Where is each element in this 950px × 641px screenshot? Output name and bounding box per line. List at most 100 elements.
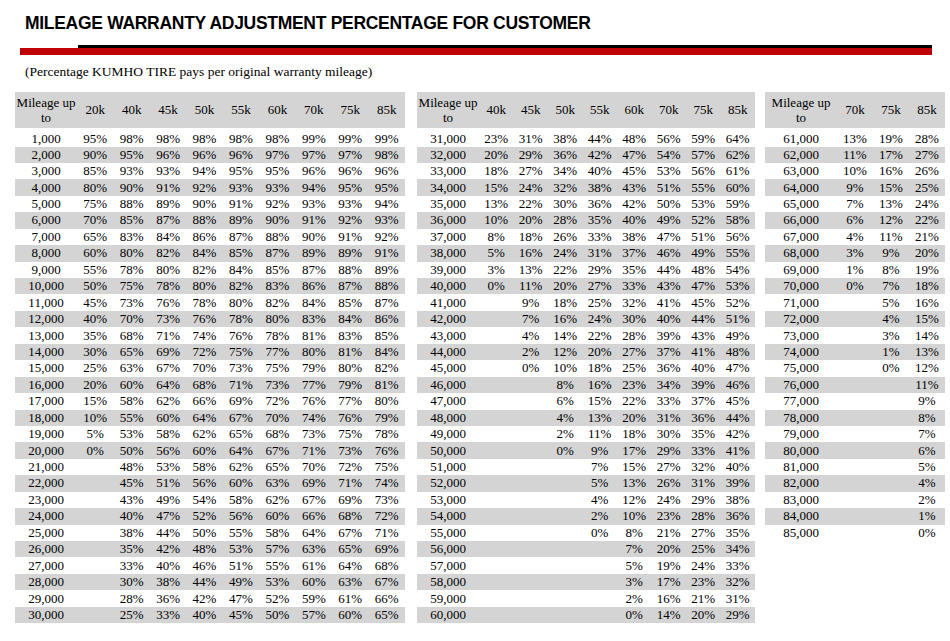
mileage-cell: 85,000 bbox=[765, 525, 837, 541]
percent-cell: 95% bbox=[369, 179, 406, 195]
percent-cell: 42% bbox=[186, 590, 222, 606]
mileage-cell: 42,000 bbox=[417, 311, 479, 327]
percent-cell: 38% bbox=[617, 229, 652, 245]
percent-cell: 89% bbox=[223, 212, 259, 228]
percent-cell: 95% bbox=[223, 163, 259, 179]
percent-cell bbox=[479, 344, 514, 360]
percent-cell: 77% bbox=[296, 377, 332, 393]
percent-cell: 13% bbox=[837, 129, 873, 147]
percent-cell: 28% bbox=[909, 129, 945, 147]
percent-cell: 13% bbox=[514, 262, 549, 278]
percent-cell: 53% bbox=[721, 278, 756, 294]
percent-cell: 15% bbox=[909, 311, 945, 327]
percent-cell: 72% bbox=[332, 459, 368, 475]
percent-cell: 40% bbox=[721, 459, 756, 475]
percent-cell: 8% bbox=[548, 377, 583, 393]
percent-cell bbox=[514, 607, 549, 623]
percent-cell: 66% bbox=[296, 508, 332, 524]
percent-cell: 29% bbox=[686, 492, 721, 508]
percent-cell: 90% bbox=[186, 196, 222, 212]
percent-cell bbox=[479, 574, 514, 590]
percent-cell: 78% bbox=[113, 262, 149, 278]
percent-cell: 74% bbox=[369, 475, 406, 491]
percent-cell bbox=[548, 590, 583, 606]
percent-cell: 29% bbox=[514, 147, 549, 163]
percent-cell: 20% bbox=[686, 607, 721, 623]
percent-cell: 0% bbox=[583, 525, 618, 541]
percent-cell bbox=[873, 525, 909, 541]
percent-cell: 0% bbox=[77, 442, 113, 458]
percent-cell bbox=[837, 294, 873, 310]
percent-cell: 72% bbox=[259, 393, 295, 409]
mileage-cell: 27,000 bbox=[15, 557, 77, 573]
mileage-cell: 72,000 bbox=[765, 311, 837, 327]
percent-cell: 35% bbox=[721, 525, 756, 541]
percent-cell: 45% bbox=[617, 163, 652, 179]
percent-cell: 60% bbox=[150, 410, 186, 426]
percent-cell: 23% bbox=[479, 129, 514, 147]
percent-cell bbox=[583, 590, 618, 606]
mileage-cell: 13,000 bbox=[15, 327, 77, 343]
percent-cell: 87% bbox=[369, 294, 406, 310]
percent-cell: 94% bbox=[369, 196, 406, 212]
percent-cell: 20% bbox=[652, 541, 687, 557]
percent-cell: 52% bbox=[259, 590, 295, 606]
table-row: 72,0004%15% bbox=[765, 311, 945, 327]
percent-cell: 85% bbox=[77, 163, 113, 179]
column-header-50k: 50k bbox=[186, 92, 222, 129]
mileage-cell: 22,000 bbox=[15, 475, 77, 491]
percent-cell: 43% bbox=[617, 179, 652, 195]
column-header-85k: 85k bbox=[909, 92, 945, 129]
mileage-cell: 17,000 bbox=[15, 393, 77, 409]
mileage-cell: 40,000 bbox=[417, 278, 479, 294]
percent-cell: 25% bbox=[686, 541, 721, 557]
mileage-cell: 64,000 bbox=[765, 179, 837, 195]
percent-cell: 23% bbox=[652, 508, 687, 524]
table-row: 7,00065%83%84%86%87%88%90%91%92% bbox=[15, 229, 405, 245]
percent-cell: 30% bbox=[77, 344, 113, 360]
percent-cell: 20% bbox=[583, 344, 618, 360]
mileage-cell: 79,000 bbox=[765, 426, 837, 442]
percent-cell: 36% bbox=[583, 196, 618, 212]
percent-cell: 44% bbox=[583, 129, 618, 147]
mileage-cell: 69,000 bbox=[765, 262, 837, 278]
mileage-cell: 76,000 bbox=[765, 377, 837, 393]
percent-cell: 27% bbox=[514, 163, 549, 179]
column-header-70k: 70k bbox=[837, 92, 873, 129]
percent-cell: 54% bbox=[186, 492, 222, 508]
percent-cell: 44% bbox=[721, 410, 756, 426]
percent-cell: 3% bbox=[873, 327, 909, 343]
percent-cell: 2% bbox=[548, 426, 583, 442]
percent-cell: 13% bbox=[583, 410, 618, 426]
percent-cell: 53% bbox=[113, 426, 149, 442]
mileage-cell: 16,000 bbox=[15, 377, 77, 393]
table-row: 30,00025%33%40%45%50%57%60%65% bbox=[15, 607, 405, 623]
percent-cell: 28% bbox=[617, 327, 652, 343]
percent-cell: 24% bbox=[548, 245, 583, 261]
percent-cell: 60% bbox=[113, 377, 149, 393]
percent-cell: 56% bbox=[150, 442, 186, 458]
percent-cell: 44% bbox=[186, 574, 222, 590]
mileage-cell: 56,000 bbox=[417, 541, 479, 557]
percent-cell: 16% bbox=[583, 377, 618, 393]
percent-cell: 91% bbox=[369, 245, 406, 261]
percent-cell: 96% bbox=[369, 163, 406, 179]
table-row: 3,00085%93%93%94%95%95%96%96%96% bbox=[15, 163, 405, 179]
column-header-40k: 40k bbox=[479, 92, 514, 129]
percent-cell bbox=[479, 459, 514, 475]
warranty-table-section-2: Mileage up to40k45k50k55k60k70k75k85k31,… bbox=[417, 92, 755, 623]
percent-cell: 13% bbox=[617, 475, 652, 491]
percent-cell: 89% bbox=[369, 262, 406, 278]
percent-cell bbox=[548, 475, 583, 491]
percent-cell: 85% bbox=[332, 294, 368, 310]
percent-cell: 50% bbox=[652, 196, 687, 212]
percent-cell: 33% bbox=[583, 229, 618, 245]
percent-cell bbox=[77, 607, 113, 623]
percent-cell: 93% bbox=[113, 163, 149, 179]
percent-cell: 52% bbox=[721, 294, 756, 310]
percent-cell: 31% bbox=[686, 475, 721, 491]
percent-cell bbox=[479, 508, 514, 524]
table-row: 15,00025%63%67%70%73%75%79%80%82% bbox=[15, 360, 405, 376]
mileage-cell: 78,000 bbox=[765, 410, 837, 426]
percent-cell: 60% bbox=[259, 508, 295, 524]
